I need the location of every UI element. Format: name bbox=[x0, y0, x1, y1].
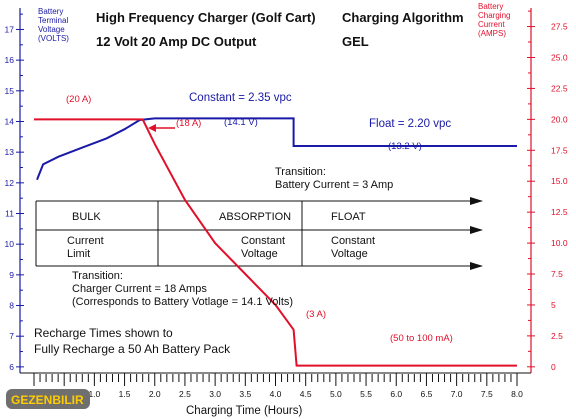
x-tick-label: 5.0 bbox=[330, 389, 342, 399]
recharge-note: Recharge Times shown to Fully Recharge a… bbox=[34, 326, 231, 356]
right-tick-label: 12.5 bbox=[551, 207, 568, 217]
table-mid-arrowhead bbox=[470, 226, 483, 234]
logo-text: GEZENBILIR bbox=[11, 393, 84, 407]
transition-note-line: Battery Current = 3 Amp bbox=[275, 179, 393, 191]
current-20a-label: (20 A) bbox=[66, 94, 91, 105]
right-axis-ticks: 0 2.5 5 7.5 10.0 12.5 15.0 17.5 20.0 22.5 25.0 27.5 bbox=[527, 10, 568, 372]
left-tick-label: 10 bbox=[5, 239, 15, 249]
x-tick-label: 6.0 bbox=[390, 389, 402, 399]
x-tick-label: 2.0 bbox=[149, 389, 161, 399]
right-axis-title: Battery Charging Current (AMPS) bbox=[478, 2, 510, 38]
right-axis-title-line: Battery bbox=[478, 2, 503, 11]
x-tick-label: 3.0 bbox=[209, 389, 221, 399]
table-top-arrowhead bbox=[470, 197, 483, 205]
left-tick-label: 6 bbox=[9, 362, 14, 372]
right-tick-label: 2.5 bbox=[551, 331, 563, 341]
right-tick-label: 25.0 bbox=[551, 52, 568, 62]
x-tick-label: 4.5 bbox=[300, 389, 312, 399]
voltage-series-line bbox=[36, 117, 517, 181]
left-tick-label: 7 bbox=[9, 331, 14, 341]
right-tick-label: 22.5 bbox=[551, 83, 568, 93]
x-axis-ticks: 00.51.01.52.02.53.03.54.04.55.05.56.06.5… bbox=[32, 373, 523, 399]
left-axis-title-line: Voltage bbox=[38, 25, 65, 34]
chart-title-line2: 12 Volt 20 Amp DC Output bbox=[96, 34, 257, 49]
left-tick-label: 12 bbox=[5, 178, 15, 188]
current-series-line bbox=[34, 118, 517, 367]
phase-float-mode: Voltage bbox=[331, 248, 368, 260]
left-axis-title-line: Battery bbox=[38, 7, 63, 16]
phase-bulk-header: BULK bbox=[72, 211, 101, 223]
x-tick-label: 6.5 bbox=[421, 389, 433, 399]
phase-bulk-mode: Current bbox=[67, 235, 104, 247]
transition-charger-note: Transition: Charger Current = 18 Amps (C… bbox=[72, 270, 293, 308]
phase-table: BULK ABSORPTION FLOAT Current Limit Cons… bbox=[35, 197, 483, 270]
current-18a-arrowhead bbox=[148, 124, 156, 132]
left-tick-label: 16 bbox=[5, 55, 15, 65]
current-3a-label: (3 A) bbox=[306, 309, 326, 320]
right-tick-label: 0 bbox=[551, 362, 556, 372]
voltage-13-2-label: (13.2 V) bbox=[388, 141, 422, 152]
x-tick-label: 1.0 bbox=[88, 389, 100, 399]
phase-absorption-mode: Voltage bbox=[241, 248, 278, 260]
battery-type: GEL bbox=[342, 34, 369, 49]
left-axis-title-line: Terminal bbox=[38, 16, 68, 25]
x-axis-title: Charging Time (Hours) bbox=[186, 405, 302, 417]
left-axis-title-line: (VOLTS) bbox=[38, 34, 69, 43]
right-tick-label: 10.0 bbox=[551, 238, 568, 248]
right-axis-title-line: (AMPS) bbox=[478, 29, 506, 38]
x-tick-label: 8.0 bbox=[511, 389, 523, 399]
phase-bulk-mode: Limit bbox=[67, 248, 90, 260]
phase-absorption-mode: Constant bbox=[241, 235, 285, 247]
right-tick-label: 5 bbox=[551, 300, 556, 310]
voltage-14-1-label: (14.1 V) bbox=[224, 117, 258, 128]
transition-battery-note: Transition: Battery Current = 3 Amp bbox=[275, 166, 393, 191]
x-tick-label: 2.5 bbox=[179, 389, 191, 399]
x-tick-label: 4.0 bbox=[270, 389, 282, 399]
transition-note-line: Charger Current = 18 Amps bbox=[72, 283, 207, 295]
constant-voltage-label: Constant = 2.35 vpc bbox=[189, 92, 292, 104]
left-tick-label: 8 bbox=[9, 301, 14, 311]
right-tick-label: 20.0 bbox=[551, 114, 568, 124]
x-tick-label: 3.5 bbox=[239, 389, 251, 399]
transition-note-line: (Corresponds to Battery Votlage = 14.1 V… bbox=[72, 296, 293, 308]
recharge-note-line: Fully Recharge a 50 Ah Battery Pack bbox=[34, 342, 231, 356]
site-logo: GEZENBILIR bbox=[6, 389, 90, 409]
left-tick-label: 9 bbox=[9, 270, 14, 280]
phase-float-mode: Constant bbox=[331, 235, 375, 247]
right-tick-label: 7.5 bbox=[551, 269, 563, 279]
left-tick-label: 13 bbox=[5, 147, 15, 157]
right-axis-title-line: Charging bbox=[478, 11, 510, 20]
current-float-label: (50 to 100 mA) bbox=[390, 333, 453, 344]
transition-note-line: Transition: bbox=[275, 166, 326, 178]
chart-title-line1: High Frequency Charger (Golf Cart) bbox=[96, 10, 316, 25]
left-tick-label: 15 bbox=[5, 86, 15, 96]
right-axis-title-line: Current bbox=[478, 20, 505, 29]
right-tick-label: 17.5 bbox=[551, 145, 568, 155]
right-tick-label: 27.5 bbox=[551, 22, 568, 32]
left-tick-label: 14 bbox=[5, 116, 15, 126]
table-bottom-arrowhead bbox=[470, 262, 483, 270]
recharge-note-line: Recharge Times shown to bbox=[34, 326, 173, 340]
left-axis-title: Battery Terminal Voltage (VOLTS) bbox=[38, 7, 69, 43]
left-tick-label: 17 bbox=[5, 24, 15, 34]
current-18a-label: (18 A) bbox=[176, 118, 201, 129]
transition-note-line: Transition: bbox=[72, 270, 123, 282]
phase-float-header: FLOAT bbox=[331, 211, 366, 223]
x-tick-label: 5.5 bbox=[360, 389, 372, 399]
x-tick-label: 7.5 bbox=[481, 389, 493, 399]
left-axis-ticks: 6 7 8 9 10 11 12 13 14 15 16 17 bbox=[5, 13, 24, 372]
left-tick-label: 11 bbox=[5, 209, 14, 219]
x-tick-label: 7.0 bbox=[451, 389, 463, 399]
float-voltage-label: Float = 2.20 vpc bbox=[369, 118, 451, 130]
right-tick-label: 15.0 bbox=[551, 176, 568, 186]
phase-absorption-header: ABSORPTION bbox=[219, 211, 291, 223]
algorithm-title: Charging Algorithm bbox=[342, 10, 464, 25]
x-tick-label: 1.5 bbox=[119, 389, 131, 399]
logo-badge bbox=[6, 389, 90, 409]
